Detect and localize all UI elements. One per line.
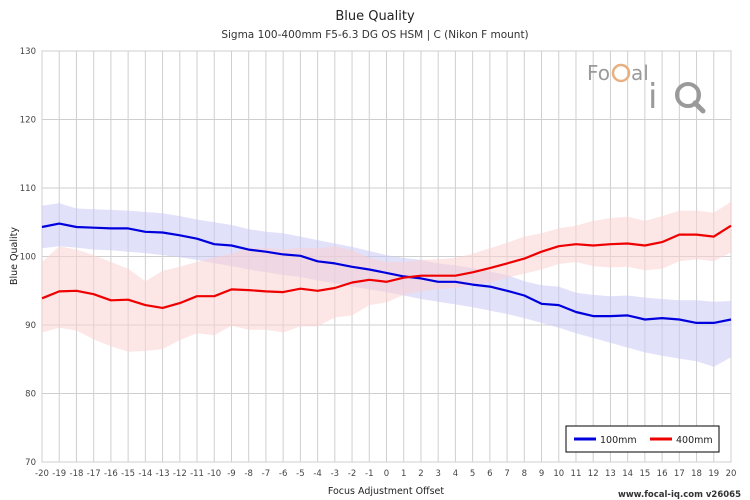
y-tick-label: 90 [25, 321, 36, 331]
x-tick-label: 18 [691, 469, 702, 479]
legend-label-400mm: 400mm [676, 435, 713, 446]
x-tick-label: -15 [121, 469, 135, 479]
logo-c-ring [611, 63, 631, 83]
series-line-100mm [41, 222, 732, 324]
x-tick-label: 13 [605, 469, 616, 479]
x-tick-label: 3 [435, 469, 440, 479]
x-tick-label: 8 [522, 469, 527, 479]
y-tick-label: 80 [25, 390, 36, 400]
x-tick-label: 7 [504, 469, 509, 479]
y-axis-label: Blue Quality [9, 227, 20, 285]
x-tick-label: 15 [639, 469, 650, 479]
x-tick-label: 9 [539, 469, 544, 479]
svg-text:i: i [648, 77, 657, 117]
x-tick-label: 10 [553, 469, 564, 479]
x-tick-label: 5 [470, 469, 475, 479]
y-tick-label: 100 [20, 253, 36, 263]
x-tick-label: -17 [87, 469, 101, 479]
x-tick-label: -2 [348, 469, 356, 479]
chart-title: Blue Quality [335, 9, 415, 24]
x-tick-label: -7 [262, 469, 270, 479]
x-tick-label: 19 [708, 469, 719, 479]
x-tick-label: -20 [35, 469, 49, 479]
svg-text:al: al [631, 61, 649, 85]
x-tick-label: -11 [190, 469, 204, 479]
watermark: www.focal-iq.com v26065 [618, 490, 741, 500]
x-tick-label: -13 [156, 469, 170, 479]
x-tick-label: 1 [401, 469, 406, 479]
x-tick-label: 11 [571, 469, 582, 479]
y-tick-label: 120 [20, 116, 36, 126]
x-tick-label: -4 [313, 469, 321, 479]
series-lines [41, 222, 732, 324]
x-tick-label: -18 [70, 469, 84, 479]
x-tick-label: 14 [622, 469, 633, 479]
legend: 100mm 400mm [565, 425, 720, 453]
x-tick-label: 17 [674, 469, 685, 479]
x-tick-labels: -20 -19 -18 -17 -16 -15 -14 -13 -12 -11 -10 -9 -8 -7-… [35, 469, 736, 479]
band-400mm [42, 201, 731, 352]
x-tick-label: -12 [173, 469, 187, 479]
legend-label-100mm: 100mm [600, 435, 637, 446]
chart-subtitle: Sigma 100-400mm F5-6.3 DG OS HSM | C (Ni… [221, 29, 528, 41]
y-tick-label: 130 [20, 47, 36, 57]
x-tick-label: -5 [296, 469, 304, 479]
x-tick-label: -9 [227, 469, 235, 479]
x-tick-label: 20 [726, 469, 737, 479]
x-tick-label: -6 [279, 469, 287, 479]
x-tick-label: 4 [453, 469, 458, 479]
x-tick-label: 12 [588, 469, 599, 479]
x-tick-label: 6 [487, 469, 492, 479]
y-tick-labels: 70 80 90 100 110 120 130 [20, 47, 36, 468]
x-tick-label: -3 [331, 469, 339, 479]
x-axis-label: Focus Adjustment Offset [328, 486, 445, 497]
x-tick-label: -16 [104, 469, 118, 479]
magnifier-icon [675, 82, 701, 108]
x-tick-label: -10 [207, 469, 221, 479]
x-tick-label: -8 [244, 469, 252, 479]
y-tick-label: 110 [20, 184, 36, 194]
x-tick-label: -19 [52, 469, 66, 479]
x-tick-label: 0 [384, 469, 389, 479]
x-tick-label: -1 [365, 469, 373, 479]
y-tick-label: 70 [25, 458, 36, 468]
focal-iq-logo: Fo al i [587, 61, 706, 117]
x-tick-label: 16 [657, 469, 668, 479]
svg-text:Fo: Fo [587, 61, 610, 85]
series-line-400mm [41, 224, 732, 309]
x-tick-label: -14 [138, 469, 152, 479]
x-tick-label: 2 [418, 469, 423, 479]
